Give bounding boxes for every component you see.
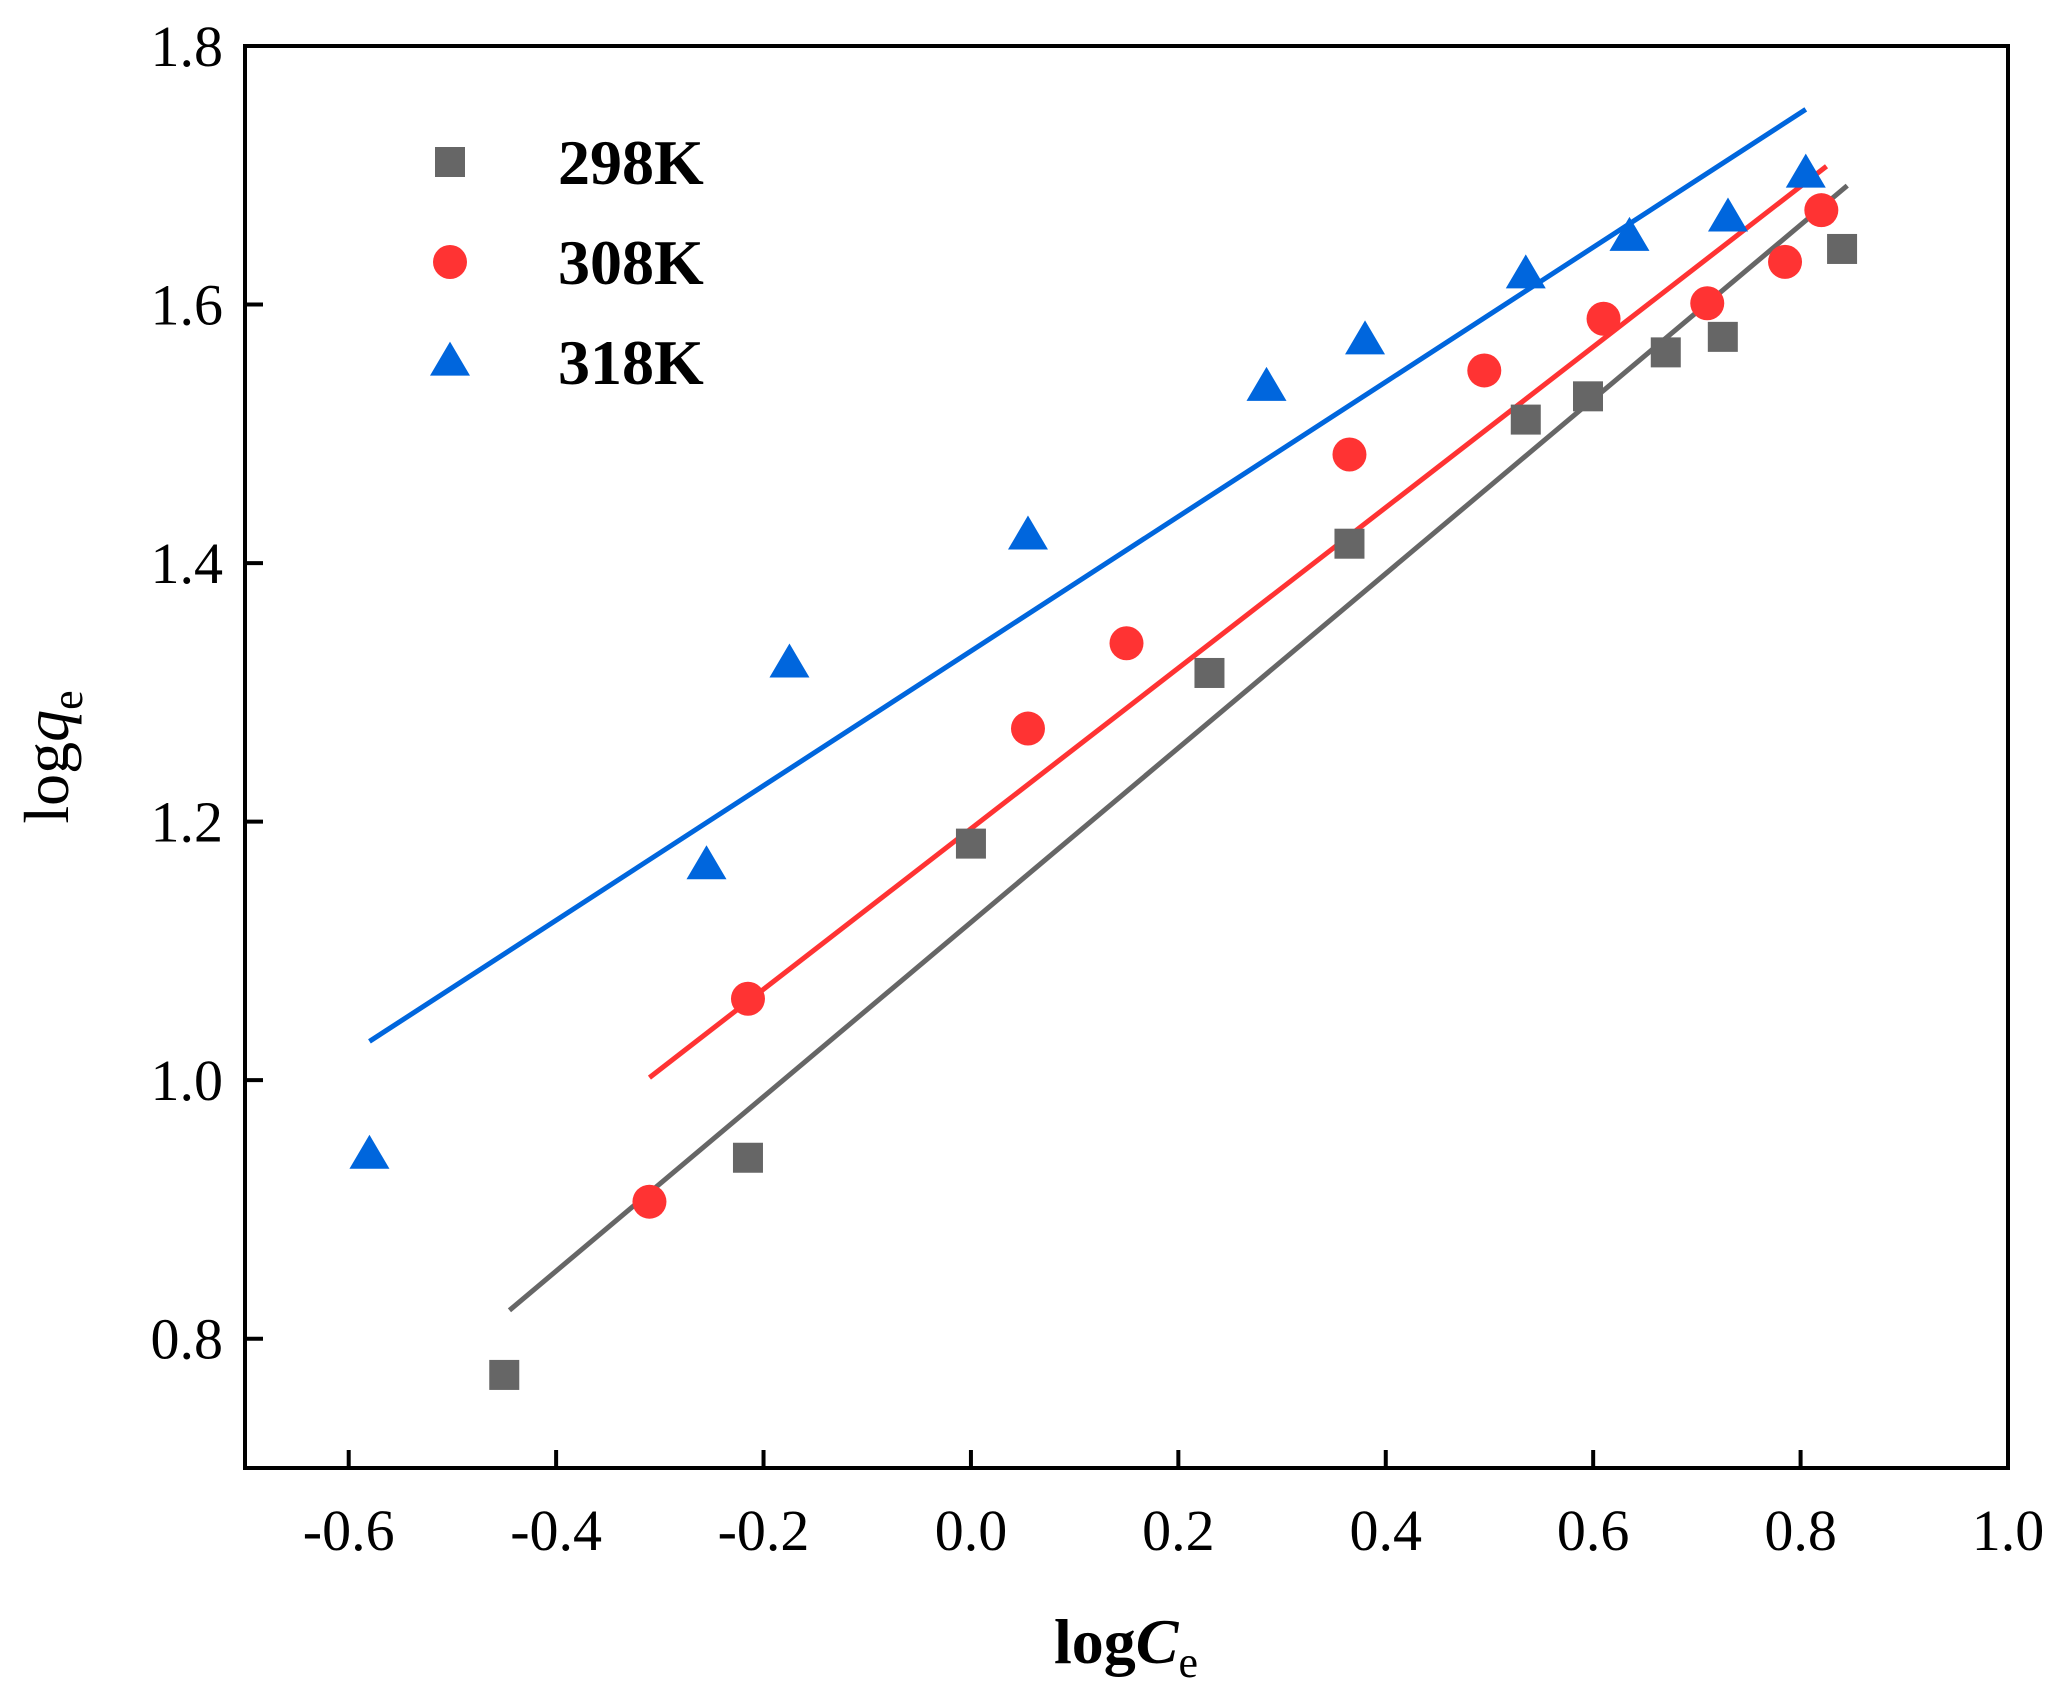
data-point-308K xyxy=(1332,437,1367,472)
y-axis-title-subscript: e xyxy=(43,690,92,710)
data-point-318K xyxy=(1007,515,1048,550)
data-point-318K xyxy=(1246,366,1287,401)
x-tick-label: 1.0 xyxy=(1972,1498,2045,1563)
x-tick-label: 0.4 xyxy=(1350,1498,1423,1563)
x-axis-title: logCe xyxy=(1054,1606,1198,1687)
x-axis-title-main: log xyxy=(1054,1606,1136,1677)
plot-frame xyxy=(243,44,2010,1470)
y-axis-title: logqe xyxy=(11,690,92,823)
data-point-318K xyxy=(349,1134,390,1169)
data-markers xyxy=(349,153,1858,1390)
data-point-318K xyxy=(1707,197,1748,232)
y-tick-label: 1.6 xyxy=(151,273,224,338)
fit-line-318K xyxy=(368,107,1808,1044)
legend: 298K 308K 318K xyxy=(430,127,704,398)
data-point-308K xyxy=(1010,711,1045,746)
data-point-298K xyxy=(1572,381,1603,412)
data-point-298K xyxy=(1510,404,1541,435)
fit-line-298K xyxy=(507,183,1849,1313)
x-axis-title-subscript: e xyxy=(1178,1638,1198,1687)
data-point-318K xyxy=(1345,320,1386,355)
data-point-298K xyxy=(489,1359,520,1390)
x-tick-label: 0.8 xyxy=(1764,1498,1837,1563)
y-tick-label: 0.8 xyxy=(151,1307,224,1372)
data-point-308K xyxy=(1467,353,1502,388)
x-tick-label: -0.4 xyxy=(510,1498,602,1563)
data-point-298K xyxy=(1827,233,1858,264)
fit-lines xyxy=(368,107,1849,1313)
data-point-298K xyxy=(732,1142,763,1173)
data-point-308K xyxy=(632,1184,667,1219)
x-axis-title-italic: C xyxy=(1136,1606,1180,1677)
data-point-318K xyxy=(1785,153,1826,188)
legend-marker-318K xyxy=(430,341,470,376)
data-point-318K xyxy=(1609,216,1650,251)
y-tick-label: 1.8 xyxy=(151,14,224,79)
x-tick-label: 0.0 xyxy=(935,1498,1008,1563)
data-point-298K xyxy=(1334,528,1365,559)
legend-marker-308K xyxy=(433,245,467,279)
x-tick-label: 0.6 xyxy=(1557,1498,1630,1563)
data-point-308K xyxy=(730,981,765,1016)
data-point-308K xyxy=(1109,626,1144,661)
x-tick-label: 0.2 xyxy=(1142,1498,1215,1563)
legend-label-308K: 308K xyxy=(558,227,704,298)
data-point-308K xyxy=(1768,244,1803,279)
data-point-298K xyxy=(1194,657,1225,688)
legend-label-298K: 298K xyxy=(558,127,704,198)
data-point-318K xyxy=(1505,254,1546,289)
x-tick-label: -0.2 xyxy=(718,1498,810,1563)
data-point-298K xyxy=(955,828,986,859)
legend-marker-298K xyxy=(435,147,465,177)
fit-line-308K xyxy=(647,164,1829,1080)
data-point-308K xyxy=(1586,301,1621,336)
y-axis-title-main: log xyxy=(11,742,82,824)
y-axis-title-italic: q xyxy=(11,710,82,742)
data-point-298K xyxy=(1707,321,1738,352)
y-tick-label: 1.2 xyxy=(151,790,224,855)
data-point-308K xyxy=(1690,286,1725,321)
y-axis-ticks: 0.8 1.0 1.2 1.4 1.6 1.8 xyxy=(151,14,263,1372)
y-tick-label: 1.0 xyxy=(151,1048,224,1113)
legend-label-318K: 318K xyxy=(558,327,704,398)
y-tick-label: 1.4 xyxy=(151,531,224,596)
data-point-318K xyxy=(769,643,810,678)
data-point-308K xyxy=(1804,193,1839,228)
x-tick-label: -0.6 xyxy=(303,1498,395,1563)
x-axis-ticks: -0.6 -0.4 -0.2 0.0 0.2 0.4 0.6 0.8 1.0 xyxy=(303,1450,2044,1563)
data-point-318K xyxy=(686,845,727,880)
data-point-298K xyxy=(1650,337,1681,368)
